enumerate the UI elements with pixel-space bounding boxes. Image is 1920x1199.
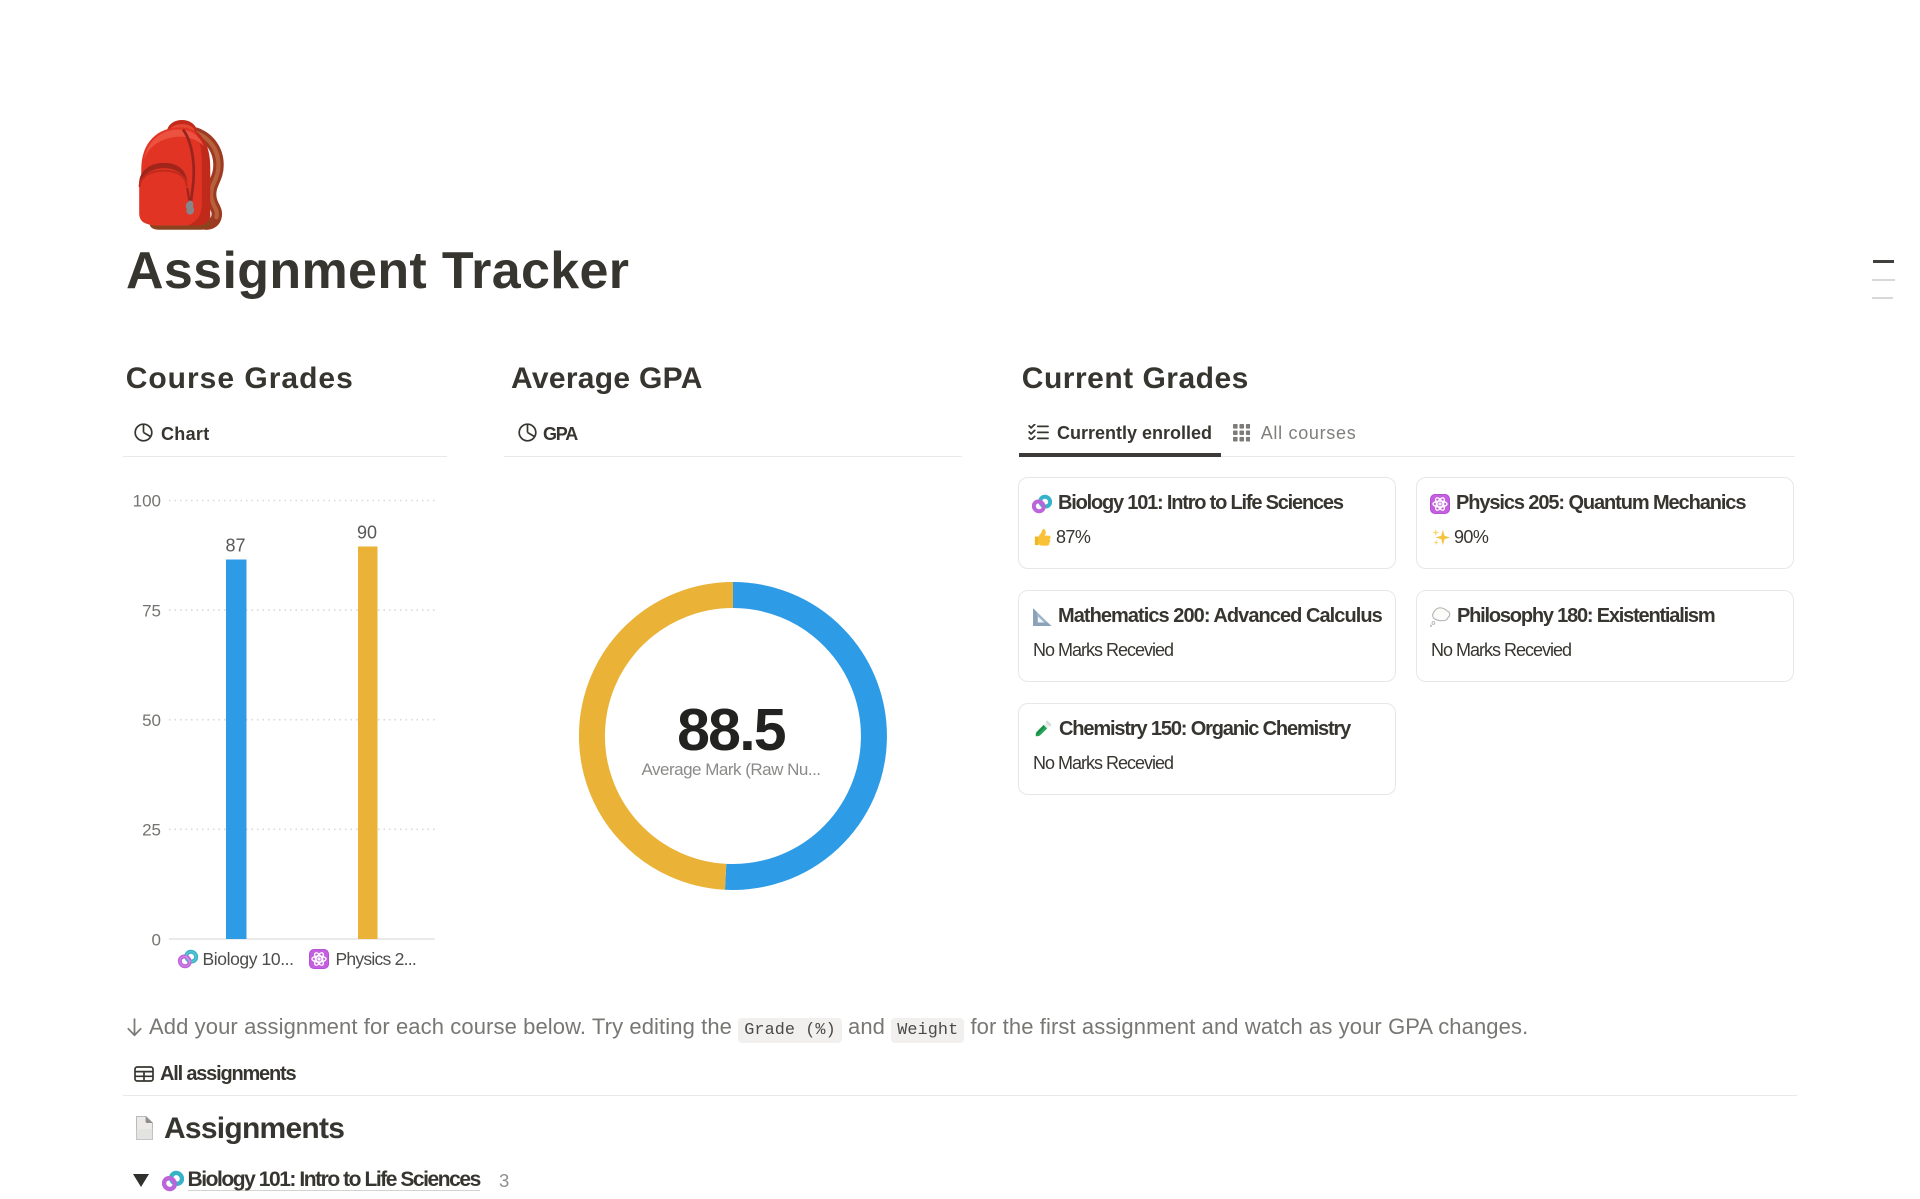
svg-text:25: 25 <box>142 821 161 840</box>
svg-text:Physics 2...: Physics 2... <box>336 949 416 969</box>
svg-text:0: 0 <box>152 931 161 950</box>
svg-text:Biology 10...: Biology 10... <box>203 949 294 969</box>
svg-text:90: 90 <box>357 523 377 543</box>
svg-text:50: 50 <box>142 711 161 730</box>
svg-text:75: 75 <box>142 602 161 621</box>
svg-text:100: 100 <box>133 492 161 511</box>
svg-text:87: 87 <box>225 536 245 556</box>
